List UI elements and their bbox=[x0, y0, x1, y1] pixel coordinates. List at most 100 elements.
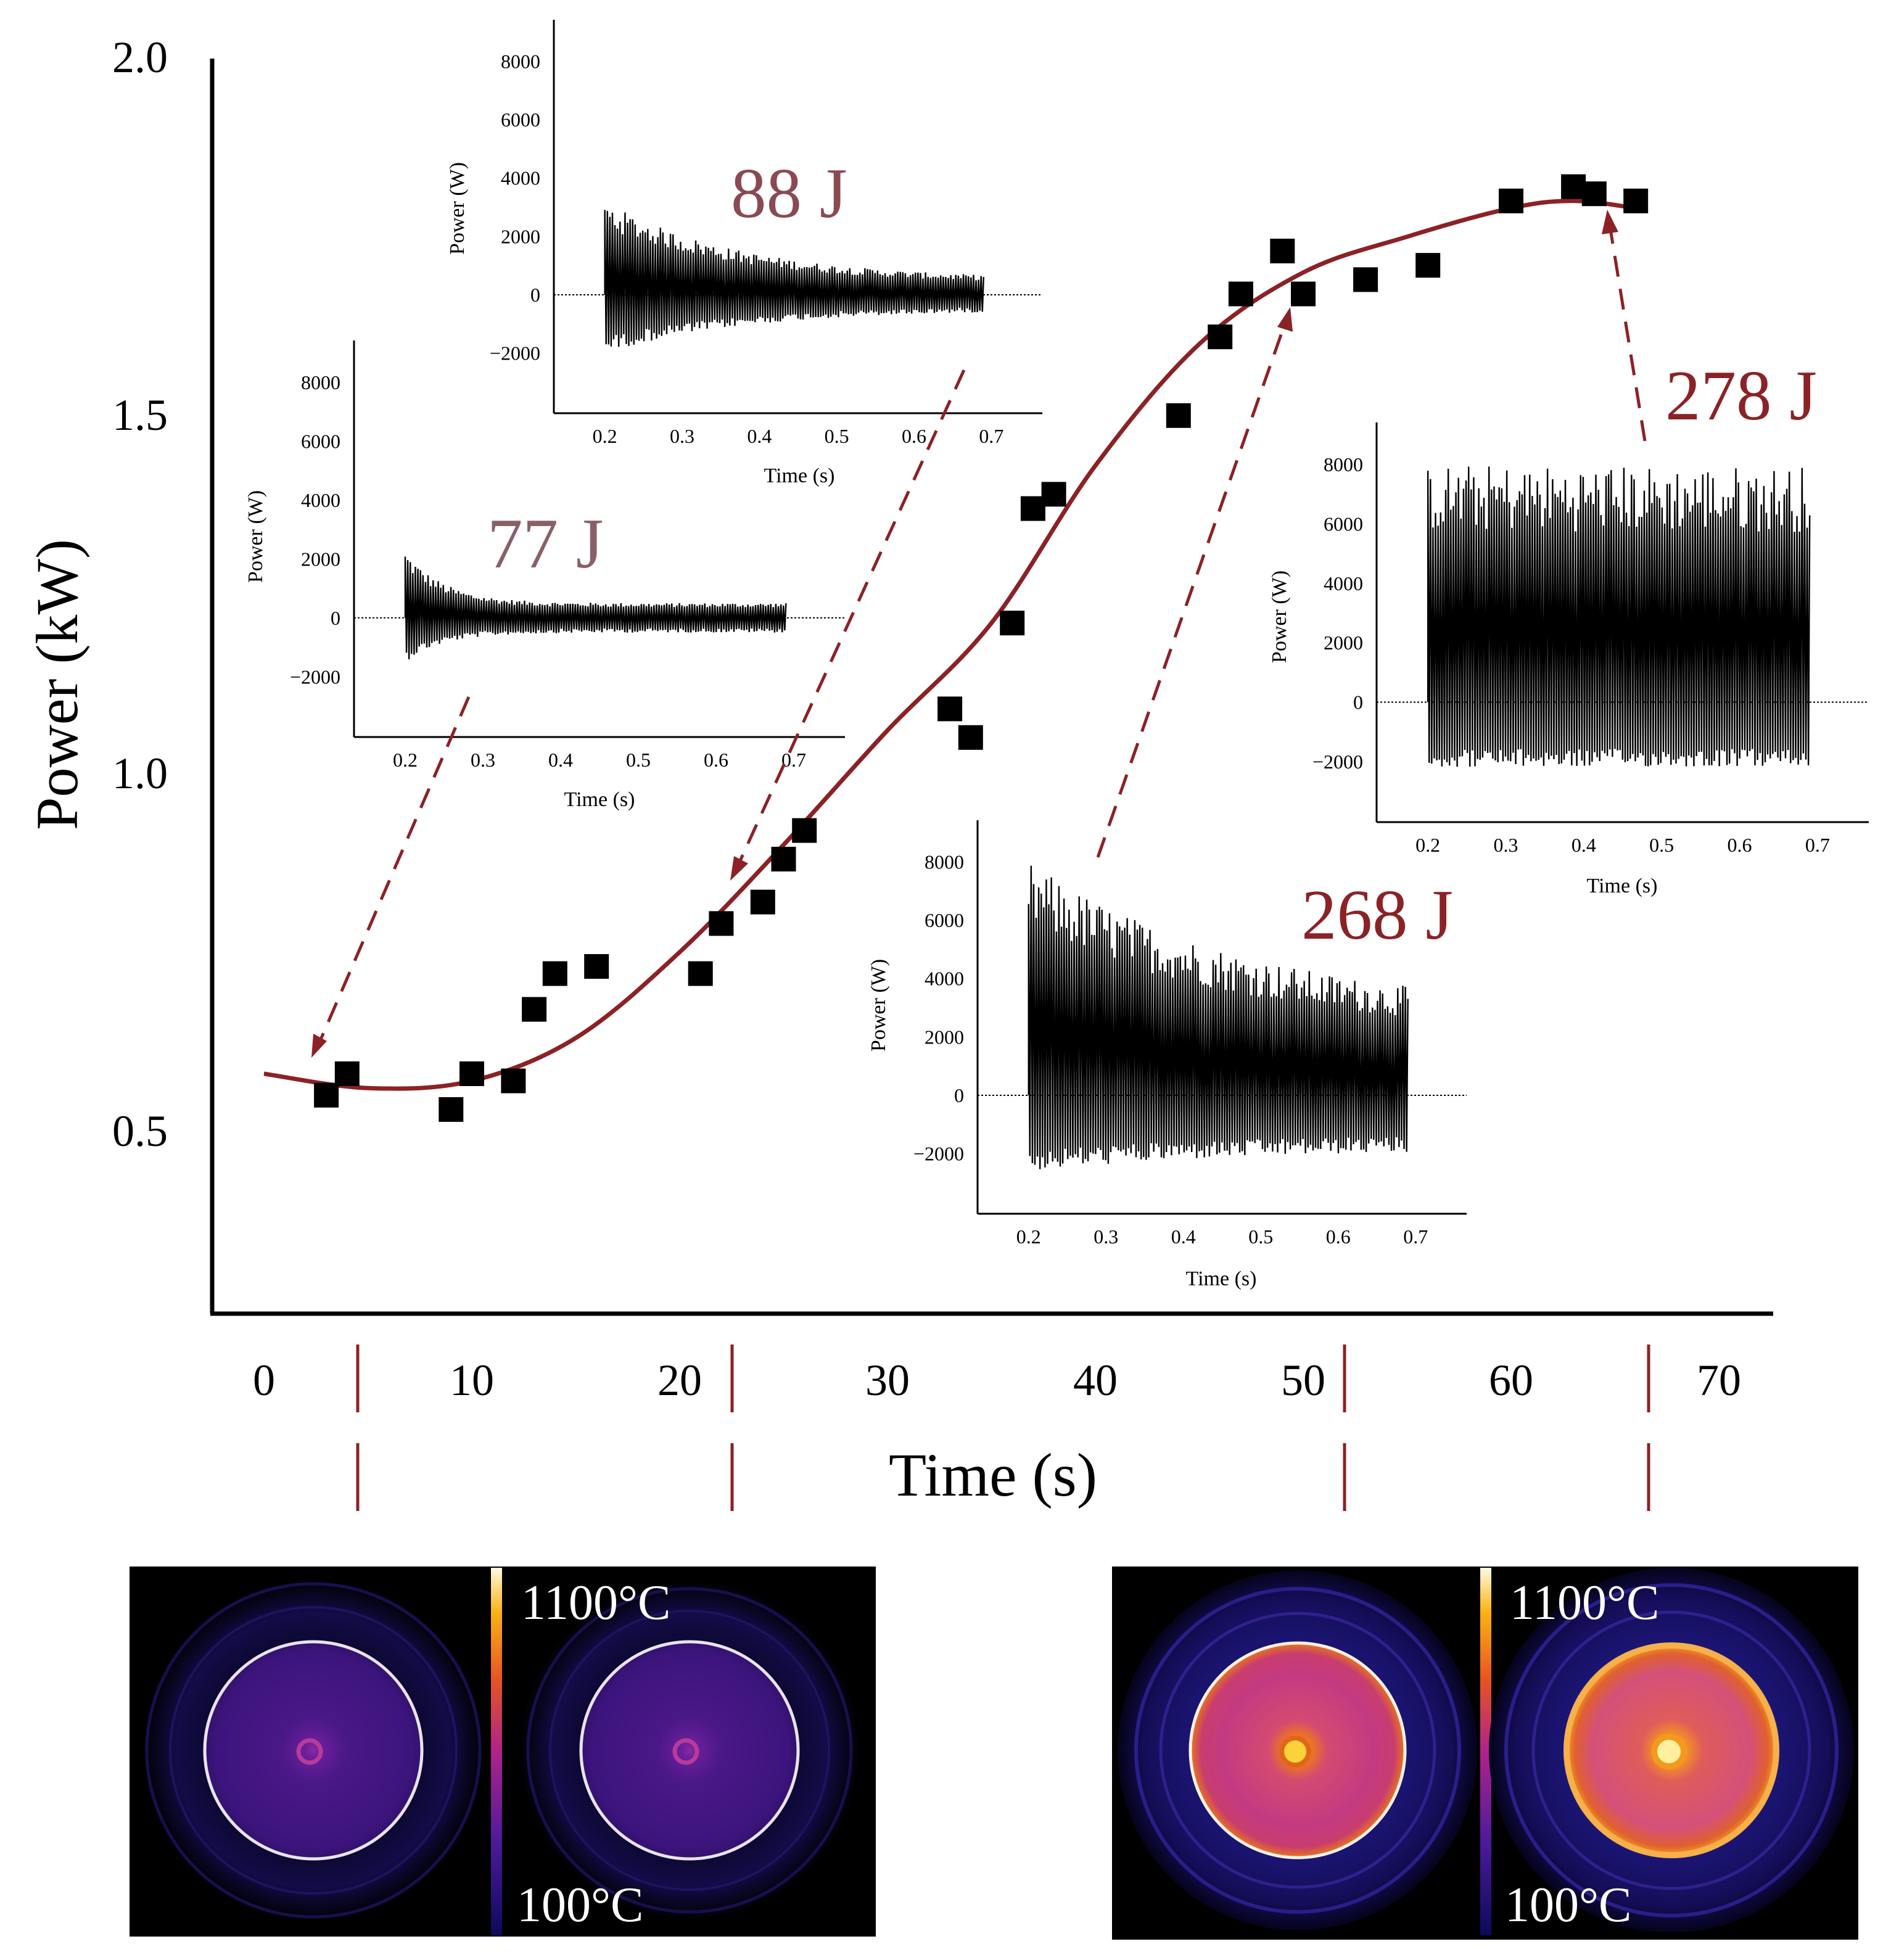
inset-y-tick-label: 2000 bbox=[301, 548, 340, 570]
inset-y-tick-label: 4000 bbox=[301, 489, 340, 511]
thermal-image-268j bbox=[1118, 1570, 1478, 1930]
inset-x-title: Time (s) bbox=[1186, 1267, 1257, 1290]
inset-chart-268j: Power (W) Time (s) −2000 0 2000 4000 6000 800… bbox=[867, 820, 1467, 1290]
data-point bbox=[709, 911, 734, 936]
data-point bbox=[1415, 253, 1441, 278]
thermal-hotspot bbox=[296, 1738, 323, 1765]
inset-chart-278j: Power (W) Time (s) −2000 0 2000 4000 6000 800… bbox=[1268, 356, 1869, 897]
inset-y-tick-label: 6000 bbox=[1324, 513, 1363, 535]
inset-x-tick-label: 0.5 bbox=[825, 425, 849, 447]
inset-x-tick-label: 0.6 bbox=[902, 425, 926, 447]
arrow-head-88j bbox=[730, 856, 748, 881]
data-point bbox=[1581, 181, 1607, 207]
inset-x-title: Time (s) bbox=[564, 788, 635, 811]
inset-x-tick-label: 0.6 bbox=[1728, 834, 1752, 856]
data-point bbox=[314, 1082, 339, 1108]
inset-signal-trace bbox=[604, 210, 984, 347]
colorbar-min-label: 100°C bbox=[517, 1878, 643, 1932]
x-tick-label: 0 bbox=[253, 1356, 275, 1405]
data-point bbox=[1041, 482, 1066, 507]
data-point bbox=[688, 961, 713, 986]
data-point bbox=[1208, 324, 1233, 350]
data-point bbox=[958, 725, 983, 750]
arrow-278j bbox=[1608, 224, 1647, 442]
thermal-hotspot bbox=[1651, 1734, 1687, 1769]
thermal-disc-outline bbox=[203, 1640, 424, 1861]
inset-plot: −2000 0 2000 4000 6000 8000 0.2 0.3 0.4 0.5 0.6 0.7 bbox=[913, 820, 1467, 1248]
data-point bbox=[1270, 239, 1295, 263]
inset-y-tick-label: 2000 bbox=[501, 225, 540, 247]
data-point bbox=[1166, 403, 1191, 428]
thermal-image-278j bbox=[1489, 1568, 1854, 1933]
inset-chart-88j: Power (W) Time (s) −2000 0 2000 4000 6000 800… bbox=[446, 20, 1042, 487]
inset-x-tick-label: 0.4 bbox=[747, 425, 772, 447]
data-point bbox=[439, 1097, 464, 1122]
inset-x-tick-label: 0.5 bbox=[1248, 1225, 1273, 1248]
inset-y-tick-label: −2000 bbox=[490, 342, 540, 364]
trend-line bbox=[263, 199, 1636, 1091]
inset-y-tick-label: 6000 bbox=[925, 909, 964, 931]
inset-y-tick-label: 6000 bbox=[301, 430, 340, 452]
inset-plot: −2000 0 2000 4000 6000 8000 0.2 0.3 0.4 0.5 0.6 0.7 bbox=[1312, 422, 1869, 856]
data-point bbox=[1291, 281, 1316, 307]
arrow-head-278j bbox=[1602, 210, 1618, 234]
thermal-outer-ring bbox=[145, 1582, 482, 1919]
thermal-disc-outline bbox=[1563, 1642, 1779, 1858]
data-point bbox=[334, 1061, 360, 1086]
data-point bbox=[1020, 496, 1045, 521]
inset-x-tick-label: 0.6 bbox=[1326, 1225, 1351, 1248]
inset-y-tick-label: 4000 bbox=[1324, 572, 1363, 595]
energy-label-77j: 77 J bbox=[487, 504, 604, 583]
inset-y-title: Power (W) bbox=[1268, 570, 1291, 663]
thermal-outer-ring bbox=[1134, 1587, 1461, 1914]
inset-y-tick-label: 6000 bbox=[501, 109, 540, 131]
thermal-panel-right: 1100°C 100°C bbox=[1112, 1567, 1858, 1940]
inset-y-tick-label: 0 bbox=[331, 607, 340, 629]
inset-y-title: Power (W) bbox=[244, 490, 267, 583]
thermal-disc-outline bbox=[579, 1640, 800, 1861]
colorbar-max-label: 1100°C bbox=[521, 1576, 670, 1630]
y-tick-label: 1.0 bbox=[112, 749, 168, 798]
inset-y-tick-label: 4000 bbox=[925, 968, 964, 990]
inset-y-tick-label: 8000 bbox=[925, 850, 964, 873]
arrow-268j bbox=[1096, 320, 1288, 858]
inset-y-tick-label: 0 bbox=[1353, 691, 1363, 714]
annotation-arrows bbox=[318, 224, 1647, 1043]
y-tick-label: 0.5 bbox=[112, 1106, 168, 1156]
thermal-outer-ring bbox=[526, 1587, 853, 1914]
arrow-head-77j bbox=[311, 1034, 327, 1058]
inset-y-tick-label: −2000 bbox=[1312, 751, 1363, 773]
inset-y-tick-label: 2000 bbox=[925, 1026, 964, 1048]
inset-signal-trace bbox=[1427, 466, 1811, 767]
inset-x-tick-label: 0.3 bbox=[1494, 834, 1518, 856]
inset-x-tick-label: 0.4 bbox=[548, 749, 573, 771]
x-tick-label: 20 bbox=[657, 1356, 702, 1405]
x-tick-label: 60 bbox=[1489, 1356, 1533, 1405]
thermal-image-77j bbox=[142, 1579, 485, 1922]
x-tick-label: 30 bbox=[865, 1356, 910, 1405]
inset-x-tick-label: 0.3 bbox=[471, 749, 495, 771]
inset-y-tick-label: 8000 bbox=[501, 50, 540, 72]
y-tick-label: 1.5 bbox=[112, 390, 168, 440]
time-markers bbox=[356, 1344, 1650, 1539]
inset-signal-trace bbox=[1028, 865, 1409, 1169]
arrow-77j bbox=[318, 696, 471, 1043]
data-point bbox=[937, 696, 963, 722]
data-point bbox=[522, 997, 547, 1022]
x-tick-label: 10 bbox=[450, 1356, 494, 1405]
x-tick-label: 50 bbox=[1281, 1356, 1325, 1405]
inset-x-title: Time (s) bbox=[764, 464, 835, 487]
thermal-outer-ring bbox=[169, 1606, 458, 1895]
colorbar bbox=[1480, 1568, 1491, 1935]
inset-x-tick-label: 0.4 bbox=[1572, 834, 1596, 856]
x-tick-label: 40 bbox=[1073, 1356, 1118, 1405]
inset-y-tick-label: 0 bbox=[954, 1084, 964, 1106]
thermal-outer-ring bbox=[1531, 1610, 1811, 1890]
y-axis-title: Power (kW) bbox=[24, 539, 90, 830]
arrow-head-268j bbox=[1277, 307, 1293, 332]
data-point bbox=[792, 818, 817, 843]
energy-label-268j: 268 J bbox=[1301, 876, 1453, 954]
inset-y-title: Power (W) bbox=[867, 959, 890, 1052]
data-point bbox=[1623, 188, 1649, 213]
inset-x-tick-label: 0.4 bbox=[1171, 1225, 1196, 1248]
